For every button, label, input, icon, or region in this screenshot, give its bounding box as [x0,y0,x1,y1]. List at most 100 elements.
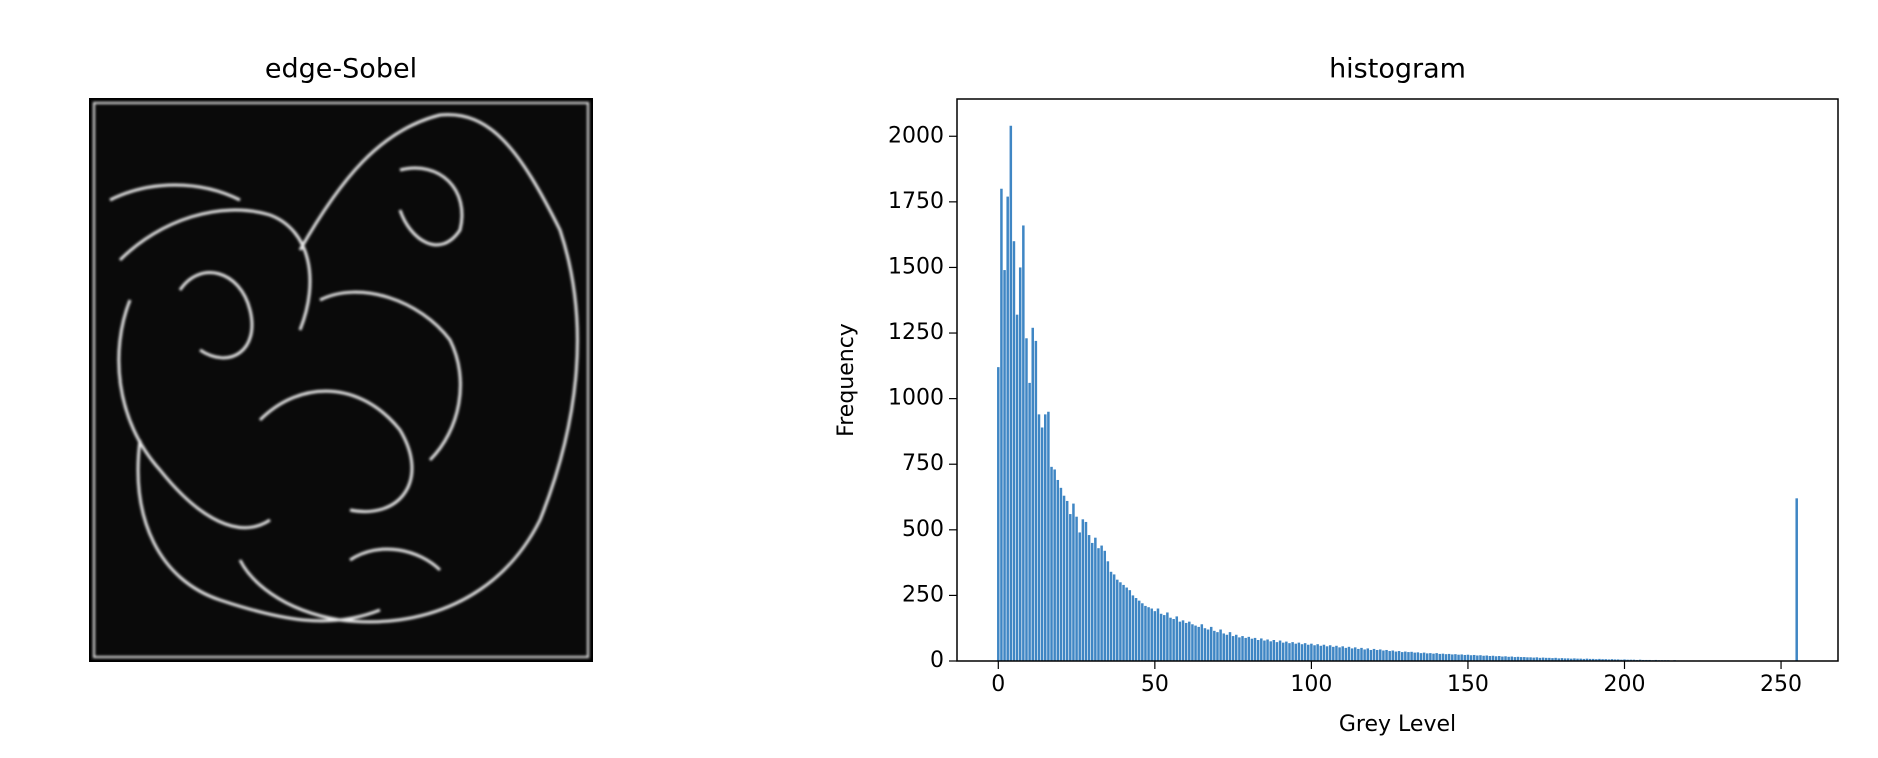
bar [1416,652,1420,661]
bar [1310,643,1313,661]
y-tick-label: 750 [902,451,944,476]
bar [1394,651,1398,661]
bar [1379,649,1382,661]
bar [1278,640,1282,661]
bar [1235,634,1238,661]
bar [1213,630,1216,661]
bar [1382,650,1385,661]
bar [1397,651,1401,661]
bar [1504,656,1507,661]
bar [1341,646,1344,661]
bar [1137,600,1141,661]
bar [1159,613,1163,661]
bar [1150,608,1153,661]
bar [1106,561,1110,661]
bar [1219,629,1222,661]
bar [1595,659,1598,661]
bar [1498,656,1501,661]
bar [1275,642,1279,661]
bar [1040,427,1044,661]
bar [1369,649,1373,661]
bar [1087,535,1091,661]
bar [1178,621,1182,661]
bar [1322,644,1326,661]
bar [1288,643,1291,661]
bar [1432,653,1435,661]
bar [1479,655,1482,661]
bar [1472,654,1476,661]
bar [1225,634,1229,661]
bar [1241,636,1244,661]
bar [1313,645,1316,661]
bar [1454,654,1457,661]
y-tick-label: 1750 [888,189,944,214]
bar [1272,640,1276,661]
bar [1200,624,1204,661]
y-tick-label: 2000 [888,123,944,148]
bar [1425,653,1429,661]
bar [1194,625,1197,661]
bar [1576,658,1579,661]
bar [1375,649,1379,661]
x-tick-label: 200 [1603,672,1645,697]
x-tick-label: 100 [1290,672,1332,697]
bar [1244,637,1247,661]
bar [1238,637,1241,661]
x-tick-label: 150 [1447,672,1489,697]
bar [1560,658,1564,661]
x-tick-label: 0 [991,672,1005,697]
bar [1059,487,1063,661]
bar [1031,327,1034,661]
bar [1491,655,1495,661]
bar [1482,655,1485,661]
bar [1429,653,1432,661]
bar [1044,414,1047,661]
bar [1075,516,1078,661]
bar [1003,270,1006,661]
bar [1097,548,1100,661]
bar [1344,647,1348,661]
bar [1131,595,1135,661]
bar [1563,658,1567,661]
bar [1551,658,1554,661]
bar [1407,652,1410,661]
bar [1463,654,1467,661]
bar [1144,605,1147,661]
bar [1303,643,1307,661]
bar [1156,608,1160,661]
bar [1457,654,1460,661]
x-tick-label: 250 [1760,672,1802,697]
bar [1328,645,1332,661]
y-tick-label: 250 [902,582,944,607]
bar [1134,598,1138,661]
bar [1128,590,1132,661]
bar [1613,659,1617,661]
bar [1037,414,1041,661]
bar [1510,656,1514,661]
bar [1069,514,1072,661]
bar [1529,657,1532,661]
bar [1582,658,1586,661]
bar [1541,657,1545,661]
bar [1400,652,1404,661]
bar [1307,644,1310,661]
bar [1084,521,1088,661]
bar [1203,628,1207,661]
bar [1025,338,1028,661]
bar [1209,626,1213,661]
bar [1353,647,1357,661]
bar [1347,646,1351,661]
bar [1018,267,1022,661]
bar [1184,622,1188,661]
bar [1404,651,1407,661]
bar [1623,659,1626,661]
bar [1485,655,1488,661]
bar [1360,647,1363,661]
y-tick-label: 1250 [888,320,944,345]
bar [1090,542,1094,661]
bar [1216,632,1219,661]
bar [1100,545,1103,661]
bar [1169,617,1172,661]
bar [1325,646,1329,661]
